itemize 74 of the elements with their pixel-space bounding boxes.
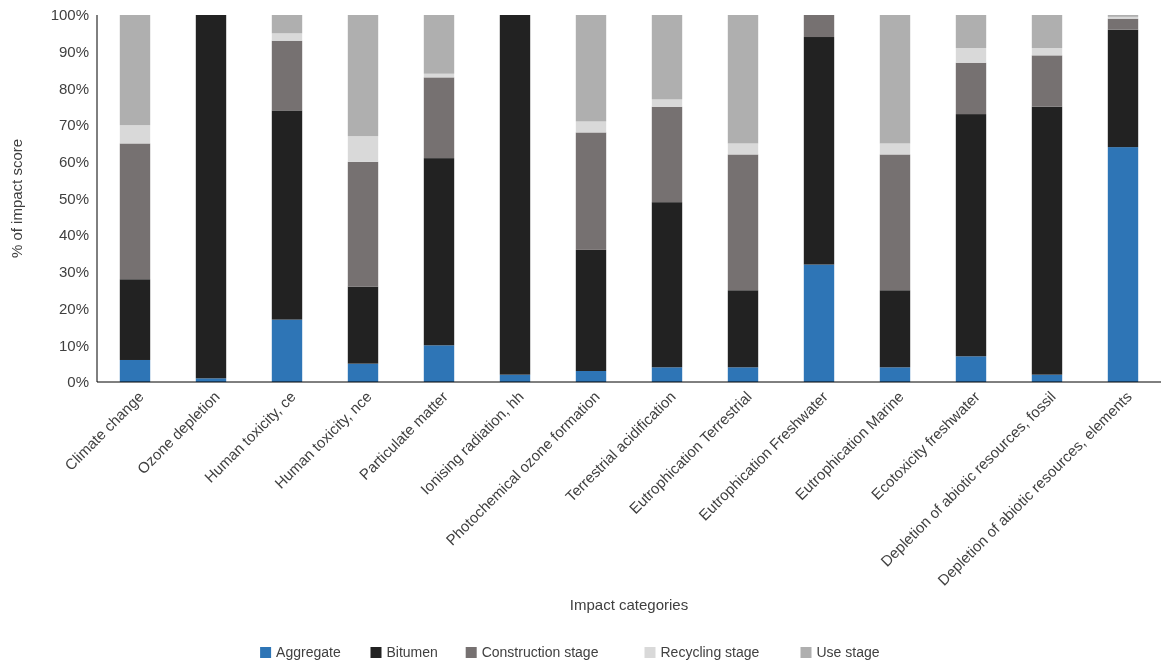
- bar: [271, 319, 303, 382]
- bar: [651, 202, 683, 368]
- bar: [1031, 48, 1063, 56]
- bar: [651, 99, 683, 107]
- bar: [727, 367, 759, 382]
- y-tick-label: 80%: [58, 79, 89, 97]
- bar: [575, 370, 607, 382]
- bar: [727, 15, 759, 144]
- bar: [347, 15, 379, 137]
- legend-label: Construction stage: [481, 643, 599, 660]
- x-axis-title: Impact categories: [569, 596, 689, 613]
- bar: [879, 15, 911, 144]
- y-tick-label: 60%: [58, 153, 89, 171]
- bar: [651, 367, 683, 382]
- bar: [271, 33, 303, 41]
- bar: [651, 106, 683, 203]
- bar: [575, 15, 607, 122]
- y-tick-label: 0%: [67, 373, 89, 391]
- bar: [727, 143, 759, 155]
- bar: [1107, 29, 1139, 148]
- bar: [803, 264, 835, 382]
- bar: [575, 249, 607, 371]
- y-tick-label: 100%: [50, 6, 89, 24]
- y-axis-title: % of impact score: [8, 138, 25, 259]
- bar: [1107, 18, 1139, 30]
- y-tick-label: 10%: [58, 336, 89, 354]
- bar: [347, 136, 379, 162]
- bar: [879, 290, 911, 368]
- bar: [423, 158, 455, 346]
- y-tick-label: 90%: [58, 42, 89, 60]
- bar: [423, 345, 455, 382]
- bar: [347, 363, 379, 382]
- bar: [727, 154, 759, 291]
- y-tick-label: 50%: [58, 189, 89, 207]
- bar: [119, 15, 151, 126]
- legend-label: Recycling stage: [660, 643, 760, 660]
- y-tick-label: 20%: [58, 299, 89, 317]
- y-tick-label: 40%: [58, 226, 89, 244]
- legend-label: Bitumen: [386, 643, 438, 660]
- bar: [347, 161, 379, 287]
- y-tick-label: 70%: [58, 116, 89, 134]
- bar: [195, 15, 227, 379]
- y-tick-label: 30%: [58, 263, 89, 281]
- bar: [955, 15, 987, 49]
- bar: [575, 121, 607, 133]
- bar: [879, 154, 911, 291]
- bar: [955, 356, 987, 382]
- bar: [119, 279, 151, 360]
- bar: [803, 37, 835, 265]
- legend-label: Aggregate: [276, 643, 341, 660]
- legend-label: Use stage: [816, 643, 880, 660]
- bar: [423, 15, 455, 74]
- bar: [955, 62, 987, 115]
- bar: [271, 110, 303, 320]
- bar: [955, 114, 987, 357]
- bar: [119, 125, 151, 144]
- bar: [575, 132, 607, 250]
- bar: [803, 15, 835, 38]
- bar: [347, 286, 379, 364]
- bar: [271, 40, 303, 111]
- bar: [1107, 147, 1139, 382]
- bar: [1031, 106, 1063, 375]
- bar: [955, 48, 987, 63]
- bar: [499, 15, 531, 375]
- bar: [879, 367, 911, 382]
- bar: [651, 15, 683, 100]
- bar: [271, 15, 303, 34]
- bar: [727, 290, 759, 368]
- bar: [879, 143, 911, 155]
- bar: [1031, 15, 1063, 49]
- bar: [423, 77, 455, 159]
- bar: [1031, 55, 1063, 107]
- bar: [119, 359, 151, 382]
- bar: [119, 143, 151, 280]
